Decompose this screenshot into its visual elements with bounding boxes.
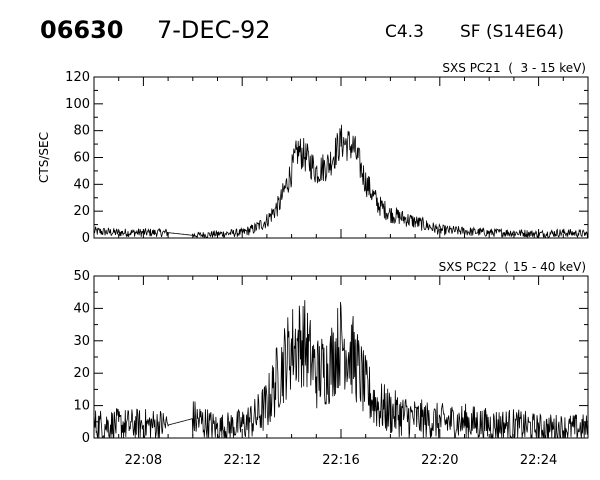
plot-frame <box>93 76 589 239</box>
event-date: 7-DEC-92 <box>157 16 271 44</box>
y-tick-label: 50 <box>73 269 90 284</box>
x-tick-label: 22:16 <box>322 453 359 468</box>
y-axis-label: CTS/SEC <box>37 132 51 183</box>
panel-title: SXS PC22 ( 15 - 40 keV) <box>439 260 586 274</box>
goes-class: C4.3 <box>385 22 424 42</box>
y-tick-label: 30 <box>73 334 90 349</box>
x-tick-label: 22:24 <box>520 453 557 468</box>
y-tick-label: 10 <box>73 399 90 414</box>
y-tick-label: 20 <box>73 366 90 381</box>
panel-2: SXS PC22 ( 15 - 40 keV) 0 10 20 30 40 50 22:08 2… <box>73 260 589 468</box>
y-tick-label: 40 <box>73 301 90 316</box>
panel-title: SXS PC21 ( 3 - 15 keV) <box>442 61 586 75</box>
y-tick-label: 0 <box>82 231 90 246</box>
x-tick-label: 22:12 <box>223 453 260 468</box>
flare-location: SF (S14E64) <box>460 22 565 42</box>
series-line <box>93 124 589 239</box>
panel-1: SXS PC21 ( 3 - 15 keV) CTS/SEC 0 20 40 60 80 10… <box>37 61 589 246</box>
y-tick-label: 0 <box>82 431 90 446</box>
y-tick-label: 60 <box>73 151 90 166</box>
y-tick-label: 20 <box>73 204 90 219</box>
y-tick-label: 40 <box>73 177 90 192</box>
y-tick-label: 120 <box>65 70 90 85</box>
x-tick-label: 22:20 <box>421 453 458 468</box>
event-number: 06630 <box>40 16 124 44</box>
x-tick-label: 22:08 <box>125 453 162 468</box>
series-line <box>93 300 589 440</box>
y-tick-label: 80 <box>73 124 90 139</box>
y-tick-label: 100 <box>65 97 90 112</box>
